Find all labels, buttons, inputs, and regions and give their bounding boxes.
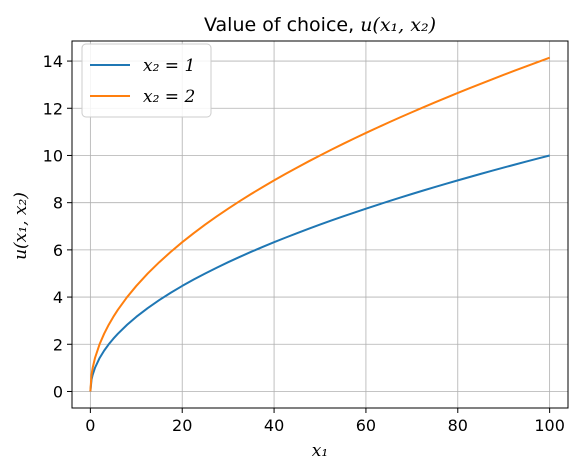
plot-frame	[71, 40, 569, 409]
x-tick-label-0: 0	[85, 416, 95, 435]
y-tick-label-2: 4	[53, 288, 63, 307]
legend: x₂ = 1 x₂ = 2	[81, 43, 212, 118]
grid-lines	[72, 41, 568, 408]
x-axis-ticks: 0 20 40 60 80 100	[85, 408, 565, 435]
y-tick-label-7: 14	[43, 52, 63, 71]
y-tick-label-4: 8	[53, 194, 63, 213]
x-axis-title: x₁	[312, 441, 328, 461]
y-axis-ticks: 0 2 4 6 8 10 12 14	[43, 52, 72, 401]
legend-box	[81, 43, 212, 118]
series-line-2	[89, 56, 550, 392]
x-tick-label-1: 20	[172, 416, 192, 435]
x-tick-label-5: 100	[534, 416, 565, 435]
x-tick-label-2: 40	[264, 416, 284, 435]
legend-label-series-1: x₂ = 1	[143, 56, 195, 76]
x-tick-label-3: 60	[356, 416, 376, 435]
x-tick-label-4: 80	[448, 416, 468, 435]
y-tick-label-1: 2	[53, 335, 63, 354]
plot-area	[89, 56, 550, 392]
y-tick-label-5: 10	[43, 146, 63, 165]
series-line-1	[89, 154, 550, 392]
y-tick-label-0: 0	[53, 382, 63, 401]
y-tick-label-6: 12	[43, 99, 63, 118]
legend-label-series-2: x₂ = 2	[143, 87, 195, 107]
y-tick-label-3: 6	[53, 241, 63, 260]
chart-title: Value of choice, u(x₁, x₂)	[204, 14, 436, 36]
y-axis-title: u(x₁, x₂)	[11, 192, 31, 260]
